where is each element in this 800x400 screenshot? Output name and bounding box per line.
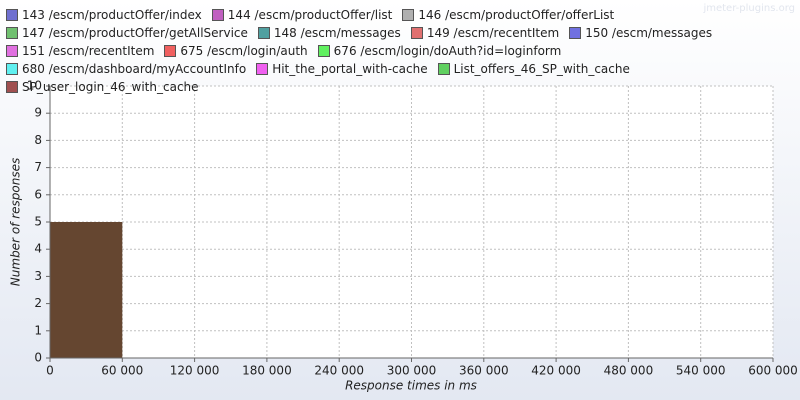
legend-swatch [410, 27, 423, 39]
legend-swatch [6, 27, 18, 39]
legend-item: 144 /escm/productOffer/list [211, 6, 393, 24]
x-tick-label: 120 000 [170, 364, 220, 378]
legend: 143 /escm/productOffer/index 144 /escm/pr… [6, 6, 796, 96]
x-tick-label: 60 000 [101, 364, 143, 378]
watermark: jmeter-plugins.org [702, 3, 795, 14]
legend-label: 144 /escm/productOffer/list [227, 8, 393, 22]
y-axis-title: Number of responses [9, 158, 23, 286]
legend-label: 680 /escm/dashboard/myAccountInfo [22, 62, 247, 76]
legend-item: List_offers_46_SP_with_cache [437, 60, 630, 78]
legend-label: 150 /escm/messages [585, 26, 713, 40]
legend-item: SP_user_login_46_with_cache [6, 78, 199, 96]
y-tick-label: 10 [27, 79, 42, 93]
legend-label: 675 /escm/login/auth [180, 44, 308, 58]
legend-swatch [402, 9, 415, 21]
y-tick-label: 5 [34, 215, 42, 229]
legend-label: SP_user_login_46_with_cache [22, 80, 199, 94]
x-tick-label: 600 000 [748, 364, 798, 378]
legend-swatch [164, 45, 177, 57]
legend-label: 147 /escm/productOffer/getAllService [22, 26, 248, 40]
legend-swatch [6, 9, 18, 21]
legend-label: 148 /escm/messages [273, 26, 401, 40]
legend-swatch [257, 27, 270, 39]
x-tick-label: 0 [46, 364, 54, 378]
legend-item: 143 /escm/productOffer/index [6, 6, 202, 24]
legend-item: 149 /escm/recentItem [410, 24, 560, 42]
y-tick-label: 6 [34, 187, 42, 201]
legend-swatch [6, 63, 18, 75]
x-tick-label: 420 000 [531, 364, 581, 378]
legend-item: 676 /escm/login/doAuth?id=loginform [317, 42, 562, 60]
y-tick-label: 0 [34, 351, 42, 365]
legend-item: 675 /escm/login/auth [164, 42, 308, 60]
legend-swatch [569, 27, 582, 39]
legend-swatch [6, 81, 18, 93]
x-tick-label: 180 000 [242, 364, 292, 378]
y-tick-label: 8 [34, 133, 42, 147]
legend-item: 680 /escm/dashboard/myAccountInfo [6, 60, 246, 78]
legend-item: 148 /escm/messages [257, 24, 401, 42]
legend-label: 143 /escm/productOffer/index [22, 8, 202, 22]
legend-swatch [317, 45, 330, 57]
y-tick-label: 4 [34, 242, 42, 256]
bar [50, 222, 123, 358]
legend-item: 150 /escm/messages [569, 24, 712, 42]
legend-swatch [256, 63, 269, 75]
x-axis-title: Response times in ms [345, 379, 477, 393]
x-tick-label: 300 000 [387, 364, 437, 378]
y-tick-label: 7 [34, 160, 42, 174]
x-tick-label: 540 000 [676, 364, 726, 378]
legend-swatch [211, 9, 224, 21]
x-tick-label: 360 000 [459, 364, 509, 378]
legend-swatch [6, 45, 18, 57]
legend-label: Hit_the_portal_with-cache [272, 62, 428, 76]
y-tick-label: 3 [34, 269, 42, 283]
legend-label: 676 /escm/login/doAuth?id=loginform [333, 44, 562, 58]
legend-item: 147 /escm/productOffer/getAllService [6, 24, 248, 42]
legend-label: 149 /escm/recentItem [426, 26, 560, 40]
legend-item: Hit_the_portal_with-cache [256, 60, 428, 78]
legend-item: 146 /escm/productOffer/offerList [402, 6, 614, 24]
y-tick-label: 9 [34, 106, 42, 120]
y-tick-label: 2 [34, 296, 42, 310]
x-tick-label: 240 000 [314, 364, 364, 378]
legend-swatch [437, 63, 450, 75]
x-tick-label: 480 000 [604, 364, 654, 378]
legend-label: 151 /escm/recentItem [22, 44, 155, 58]
legend-label: 146 /escm/productOffer/offerList [418, 8, 615, 22]
y-tick-label: 1 [34, 323, 42, 337]
legend-label: List_offers_46_SP_with_cache [453, 62, 630, 76]
legend-item: 151 /escm/recentItem [6, 42, 154, 60]
